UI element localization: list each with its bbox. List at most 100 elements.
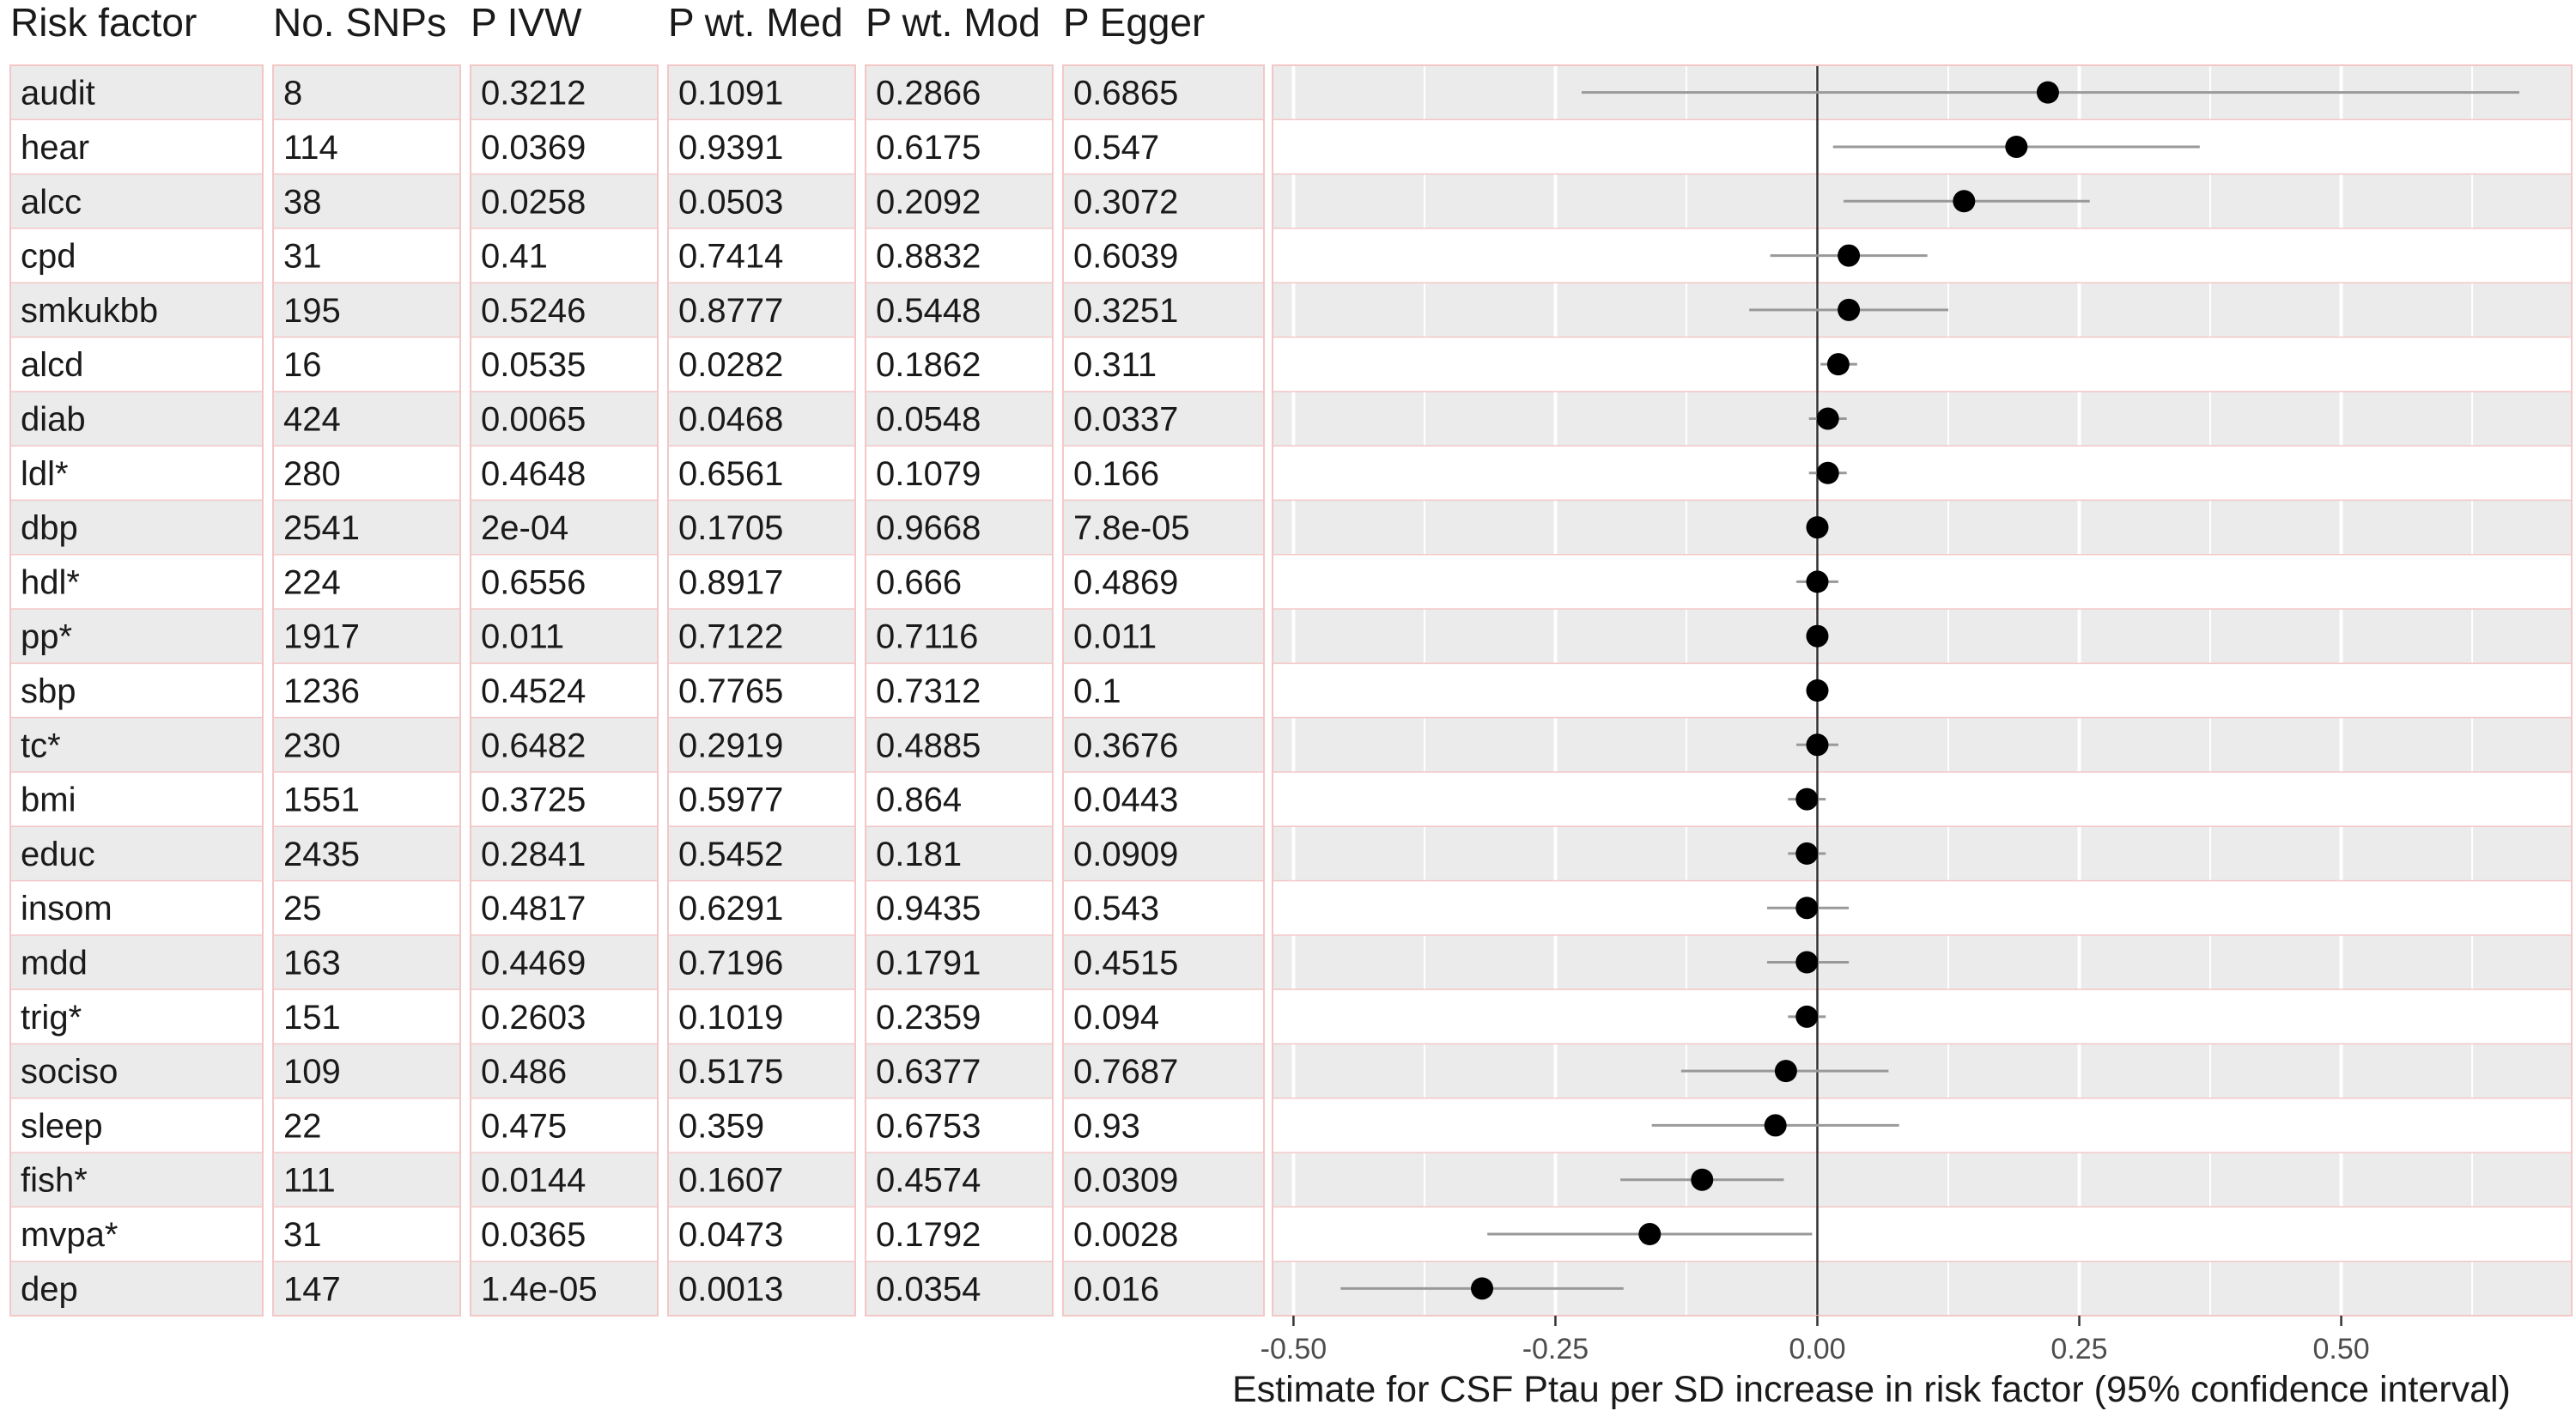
x-tick-label: -0.50 <box>1261 1333 1327 1365</box>
row-shade <box>668 391 855 447</box>
cell-risk-factor: fish* <box>21 1162 88 1200</box>
cell-p-egger: 0.0337 <box>1073 400 1178 438</box>
cell-risk-factor: diab <box>21 400 86 438</box>
cell-p-wt-med: 0.6561 <box>678 455 783 493</box>
row-shade <box>273 391 460 447</box>
cell-p-wt-mod: 0.8832 <box>876 238 981 276</box>
row-shade <box>668 283 855 338</box>
cell-risk-factor: insom <box>21 890 112 927</box>
cell-risk-factor: pp* <box>21 618 72 656</box>
row-shade <box>1063 1261 1264 1316</box>
row-shade <box>866 500 1053 555</box>
plot-row-shade <box>1273 934 2572 990</box>
row-shade <box>471 1261 658 1316</box>
cell-p-wt-med: 0.8917 <box>678 563 783 601</box>
row-shade <box>10 1152 263 1207</box>
row-shade <box>668 173 855 228</box>
cell-p-ivw: 0.4817 <box>481 890 586 927</box>
point-estimate <box>1471 1277 1494 1300</box>
row-shade <box>471 826 658 881</box>
cell-p-wt-mod: 0.0354 <box>876 1270 981 1308</box>
column-p-ivw: 0.3212 0.0369 0.0258 0.41 0.5246 0.0535 0.0065… <box>470 64 659 1317</box>
cell-p-wt-mod: 0.1862 <box>876 346 981 384</box>
cell-p-wt-med: 0.1705 <box>678 509 783 547</box>
row-shade <box>1063 1152 1264 1207</box>
row-shade <box>273 717 460 772</box>
cell-risk-factor: dep <box>21 1270 78 1308</box>
cell-p-egger: 0.1 <box>1073 672 1121 710</box>
header-p-egger: P Egger <box>1063 0 1205 45</box>
cell-p-wt-med: 0.1607 <box>678 1162 783 1200</box>
row-shade <box>1063 65 1264 120</box>
row-shade <box>668 1043 855 1098</box>
cell-p-ivw: 0.41 <box>481 238 548 276</box>
column-p-wt-mod: 0.2866 0.6175 0.2092 0.8832 0.5448 0.1862 0.05… <box>865 64 1054 1317</box>
row-shade <box>10 173 263 228</box>
cell-risk-factor: dbp <box>21 509 78 547</box>
cell-risk-factor: cpd <box>21 238 76 276</box>
cell-risk-factor: ldl* <box>21 455 69 493</box>
row-shade <box>471 934 658 990</box>
point-estimate <box>1816 407 1839 430</box>
point-estimate <box>1826 353 1850 376</box>
cell-p-wt-med: 0.2919 <box>678 727 783 764</box>
cell-p-ivw: 1.4e-05 <box>481 1270 598 1308</box>
cell-p-wt-med: 0.0282 <box>678 346 783 384</box>
row-shade <box>10 1261 263 1316</box>
cell-p-wt-mod: 0.181 <box>876 836 962 873</box>
cell-p-egger: 0.311 <box>1073 346 1157 384</box>
row-shade <box>1063 500 1264 555</box>
plot-row-shade <box>1273 500 2572 555</box>
cell-p-egger: 7.8e-05 <box>1073 509 1190 547</box>
estimate-sociso <box>1680 1060 1889 1083</box>
cell-no-snps: 25 <box>283 890 322 927</box>
point-estimate <box>1806 679 1829 702</box>
cell-p-wt-mod: 0.7312 <box>876 672 981 710</box>
row-shade <box>273 283 460 338</box>
point-estimate <box>1795 951 1819 974</box>
cell-p-wt-med: 0.7414 <box>678 238 783 276</box>
cell-p-wt-mod: 0.6175 <box>876 129 981 167</box>
cell-p-egger: 0.7687 <box>1073 1053 1178 1091</box>
cell-p-wt-mod: 0.2092 <box>876 183 981 221</box>
cell-p-egger: 0.4869 <box>1073 563 1178 601</box>
cell-p-wt-mod: 0.1079 <box>876 455 981 493</box>
estimate-hear <box>1832 135 2200 158</box>
cell-p-wt-med: 0.0473 <box>678 1216 783 1254</box>
cell-p-wt-med: 0.0468 <box>678 400 783 438</box>
row-shade <box>668 1152 855 1207</box>
cell-p-wt-med: 0.5175 <box>678 1053 783 1091</box>
cell-p-ivw: 0.0365 <box>481 1216 586 1254</box>
cell-risk-factor: alcc <box>21 183 82 221</box>
cell-p-ivw: 0.3212 <box>481 75 586 113</box>
cell-p-egger: 0.3072 <box>1073 183 1178 221</box>
row-shade <box>10 609 263 664</box>
estimate-mvpa <box>1487 1223 1813 1246</box>
row-shade <box>273 934 460 990</box>
row-shade <box>1063 173 1264 228</box>
column-risk-factor: audit hear alcc cpd smkukbb alcd diab ldl* dbp hd… <box>9 64 264 1317</box>
cell-p-wt-med: 0.359 <box>678 1107 764 1145</box>
cell-p-egger: 0.6039 <box>1073 238 1178 276</box>
cell-p-wt-mod: 0.5448 <box>876 292 981 330</box>
cell-p-wt-med: 0.6291 <box>678 890 783 927</box>
row-shade <box>273 1043 460 1098</box>
point-estimate <box>1806 733 1829 757</box>
cell-p-ivw: 0.475 <box>481 1107 567 1145</box>
cell-p-ivw: 0.4648 <box>481 455 586 493</box>
cell-p-ivw: 0.4469 <box>481 945 586 982</box>
panel-border <box>1062 64 1265 1317</box>
point-estimate <box>1953 190 1976 213</box>
cell-p-wt-med: 0.5452 <box>678 836 783 873</box>
row-shade <box>668 717 855 772</box>
cell-risk-factor: tc* <box>21 727 61 764</box>
estimate-tc <box>1796 733 1838 757</box>
cell-p-egger: 0.0443 <box>1073 781 1178 819</box>
cell-p-ivw: 0.2603 <box>481 999 586 1037</box>
row-shade <box>273 65 460 120</box>
cell-no-snps: 147 <box>283 1270 341 1308</box>
row-shade <box>273 1261 460 1316</box>
row-shade <box>866 65 1053 120</box>
row-shade <box>471 500 658 555</box>
cell-no-snps: 2541 <box>283 509 360 547</box>
